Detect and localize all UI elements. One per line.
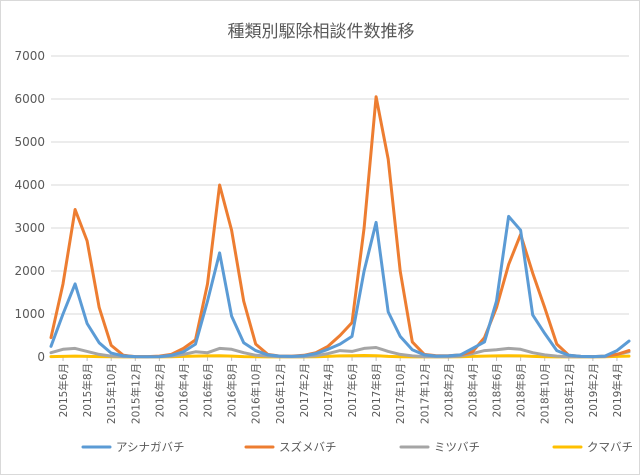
- x-tick-label: 2017年4月: [322, 363, 335, 417]
- y-tick-label: 3000: [14, 221, 45, 235]
- x-tick-label: 2017年8月: [370, 363, 383, 417]
- chart-title: 種類別駆除相談件数推移: [228, 22, 415, 42]
- x-tick-label: 2015年8月: [81, 363, 94, 417]
- x-tick-label: 2018年10月: [539, 363, 552, 424]
- y-tick-label: 4000: [14, 178, 45, 192]
- x-tick-label: 2016年2月: [153, 363, 166, 417]
- x-tick-label: 2016年8月: [226, 363, 239, 417]
- x-tick-label: 2015年12月: [129, 363, 142, 424]
- x-tick-label: 2017年6月: [346, 363, 359, 417]
- y-tick-label: 6000: [14, 92, 45, 106]
- x-tick-label: 2017年10月: [394, 363, 407, 424]
- legend-label: ミツバチ: [434, 440, 480, 454]
- legend: アシナガバチ スズメバチ ミツバチ クマバチ: [81, 440, 633, 454]
- legend-label: スズメバチ: [279, 440, 337, 454]
- y-tick-label: 7000: [14, 49, 45, 63]
- x-tick-label: 2017年12月: [418, 363, 431, 424]
- y-tick-label: 1000: [14, 307, 45, 321]
- y-tick-label: 0: [37, 350, 45, 364]
- x-tick-label: 2016年6月: [202, 363, 215, 417]
- x-tick-label: 2016年4月: [177, 363, 190, 417]
- series-line: [49, 214, 631, 359]
- legend-label: クマバチ: [587, 440, 633, 454]
- y-axis-ticks: 0 1000 2000 3000 4000 5000 6000 7000: [14, 49, 45, 364]
- x-tick-label: 2019年4月: [611, 363, 624, 417]
- x-tick-label: 2015年10月: [105, 363, 118, 424]
- x-tick-label: 2019年2月: [587, 363, 600, 417]
- legend-label: アシナガバチ: [116, 440, 185, 454]
- grid-lines: [51, 55, 629, 358]
- x-tick-label: 2018年2月: [442, 363, 455, 417]
- x-tick-label: 2017年2月: [298, 363, 311, 417]
- x-axis-ticks: 2015年6月 2015年8月 2015年10月 2015年12月 2016年2月 201…: [57, 357, 624, 424]
- x-tick-label: 2018年12月: [563, 363, 576, 424]
- y-tick-label: 2000: [14, 264, 45, 278]
- series-lines: [49, 95, 631, 359]
- x-tick-label: 2016年10月: [250, 363, 263, 424]
- x-tick-label: 2016年12月: [274, 363, 287, 424]
- x-tick-label: 2018年6月: [491, 363, 504, 417]
- x-tick-label: 2015年6月: [57, 363, 70, 417]
- series-line: [49, 95, 631, 359]
- y-tick-label: 5000: [14, 135, 45, 149]
- x-tick-label: 2018年8月: [515, 363, 528, 417]
- x-tick-label: 2018年4月: [466, 363, 479, 417]
